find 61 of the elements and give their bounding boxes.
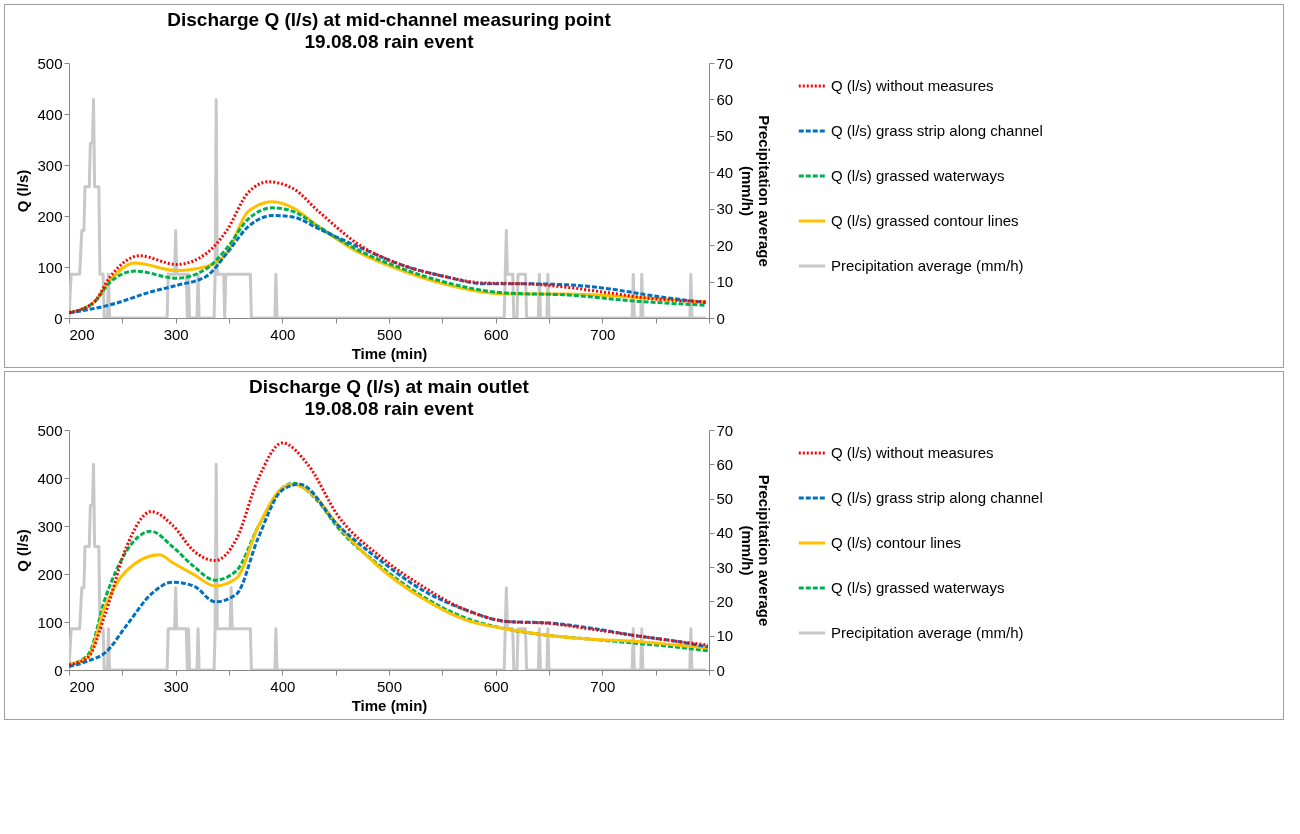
- y-tick-label: 400: [37, 469, 63, 487]
- y2-tick-label: 70: [716, 421, 734, 439]
- y2-tick-label: 60: [716, 90, 734, 108]
- y-tick-label: 300: [37, 517, 63, 535]
- y-tick-label: 400: [37, 105, 63, 123]
- x-tick-label: 600: [483, 677, 509, 695]
- x-axis-title: Time (min): [351, 696, 428, 714]
- y2-tick-label: 70: [716, 54, 734, 72]
- y2-tick-label: 0: [716, 309, 725, 327]
- y2-tick-label: 20: [716, 236, 734, 254]
- legend-label: Precipitation average (mm/h): [831, 257, 1024, 274]
- x-tick-label: 700: [590, 677, 616, 695]
- x-tick-label: 300: [163, 677, 189, 695]
- legend-label: Q (l/s) grass strip along channel: [831, 122, 1043, 139]
- y2-tick-label: 40: [716, 163, 734, 181]
- y2-tick-label: 20: [716, 592, 734, 610]
- y-tick-label: 200: [37, 565, 63, 583]
- y-tick-label: 500: [37, 54, 63, 72]
- chart-subtitle: 19.08.08 rain event: [304, 31, 475, 52]
- legend-label: Q (l/s) grass strip along channel: [831, 489, 1043, 506]
- y2-axis-title: Precipitation average (mm/h): [739, 474, 774, 627]
- line-series: [69, 180, 708, 314]
- x-axis-title: Time (min): [351, 344, 428, 362]
- y2-tick-label: 30: [716, 558, 734, 576]
- legend-label: Q (l/s) without measures: [831, 77, 994, 94]
- x-tick-label: 200: [69, 677, 95, 695]
- chart-subtitle: 19.08.08 rain event: [304, 398, 475, 419]
- y-tick-label: 300: [37, 156, 63, 174]
- y2-tick-label: 10: [716, 273, 734, 291]
- x-tick-label: 200: [69, 325, 95, 343]
- y2-tick-label: 30: [716, 200, 734, 218]
- x-tick-label: 400: [270, 677, 296, 695]
- chart-title: Discharge Q (l/s) at main outlet: [249, 376, 530, 397]
- y-tick-label: 0: [54, 309, 63, 327]
- y-axis-title: Q (l/s): [14, 169, 32, 213]
- y-axis-title: Q (l/s): [14, 529, 32, 572]
- x-tick-label: 700: [590, 325, 616, 343]
- x-tick-label: 500: [376, 325, 403, 343]
- x-tick-label: 400: [270, 325, 296, 343]
- y2-tick-label: 50: [716, 127, 734, 145]
- y2-tick-label: 10: [716, 627, 734, 645]
- y2-tick-label: 0: [716, 661, 725, 679]
- y-tick-label: 100: [37, 258, 63, 276]
- y-tick-label: 0: [54, 661, 63, 679]
- x-tick-label: 600: [483, 325, 509, 343]
- chart-title: Discharge Q (l/s) at mid-channel measuring point: [167, 9, 612, 30]
- legend-label: Q (l/s) grassed waterways: [831, 579, 1005, 596]
- legend-label: Q (l/s) without measures: [831, 444, 994, 461]
- y-tick-label: 100: [37, 613, 63, 631]
- y-tick-label: 500: [37, 421, 63, 439]
- y2-axis-title: Precipitation average (mm/h): [739, 115, 774, 267]
- y2-tick-label: 50: [716, 490, 734, 508]
- y2-tick-label: 60: [716, 455, 734, 473]
- legend-label: Q (l/s) contour lines: [831, 534, 962, 551]
- x-tick-label: 300: [163, 325, 189, 343]
- x-tick-label: 500: [376, 677, 403, 695]
- legend-label: Q (l/s) grassed contour lines: [831, 212, 1019, 229]
- legend-label: Precipitation average (mm/h): [831, 624, 1024, 641]
- y-tick-label: 200: [37, 207, 63, 225]
- y2-tick-label: 40: [716, 524, 734, 542]
- legend-label: Q (l/s) grassed waterways: [831, 167, 1005, 184]
